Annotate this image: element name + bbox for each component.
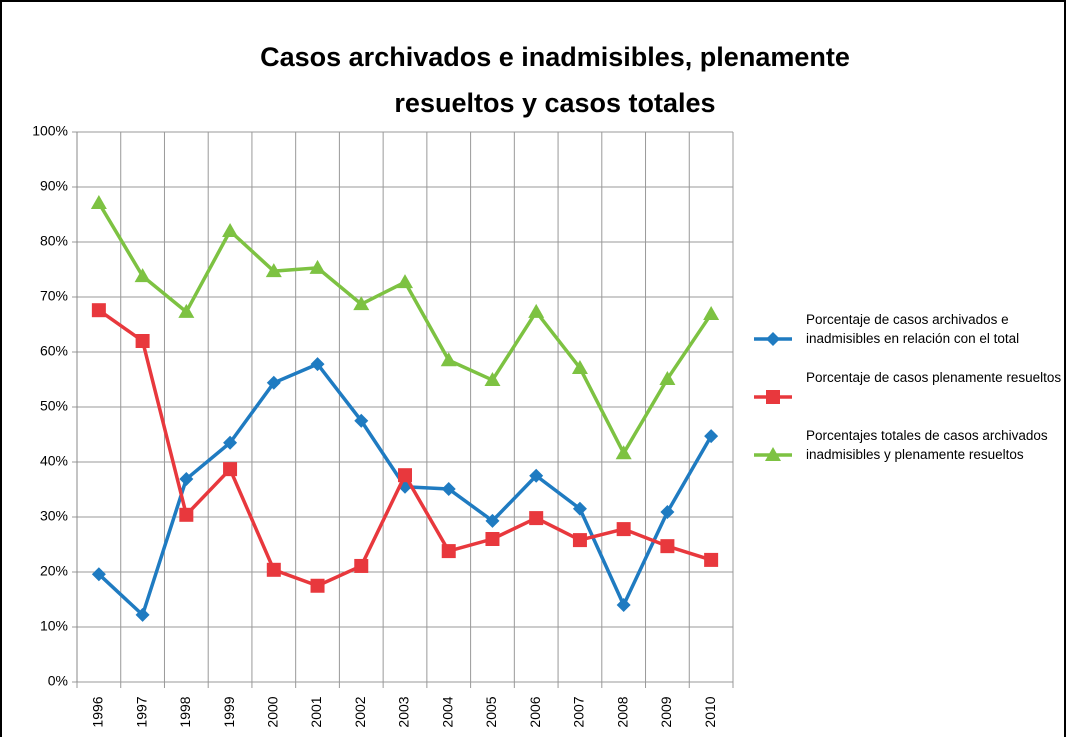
marker bbox=[766, 332, 780, 346]
marker bbox=[266, 562, 281, 577]
marker bbox=[765, 447, 781, 461]
marker bbox=[485, 513, 500, 528]
legend-label: Porcentaje de casos archivados e inadmis… bbox=[806, 312, 1020, 346]
series-line bbox=[97, 202, 713, 455]
marker bbox=[484, 372, 501, 387]
marker bbox=[223, 435, 238, 450]
y-tick-label: 70% bbox=[40, 288, 68, 304]
marker bbox=[704, 429, 719, 444]
marker bbox=[704, 552, 719, 567]
y-tick-label: 90% bbox=[40, 178, 68, 194]
marker bbox=[309, 259, 326, 274]
marker bbox=[398, 468, 412, 483]
marker bbox=[91, 303, 106, 318]
marker bbox=[485, 532, 500, 546]
marker bbox=[265, 263, 282, 278]
y-tick-label: 100% bbox=[32, 123, 68, 139]
marker bbox=[178, 303, 195, 318]
marker bbox=[616, 598, 631, 612]
marker bbox=[310, 578, 325, 593]
marker bbox=[528, 303, 545, 318]
marker bbox=[353, 296, 370, 311]
x-tick-label: 2006 bbox=[527, 696, 543, 727]
marker bbox=[134, 268, 151, 283]
y-tick-label: 0% bbox=[48, 673, 68, 689]
chart-title: Casos archivados e inadmisibles, plename… bbox=[260, 42, 850, 118]
legend-label: Porcentaje de casos plenamente resueltos bbox=[806, 370, 1062, 385]
marker bbox=[179, 507, 194, 522]
marker bbox=[397, 274, 413, 289]
marker bbox=[572, 501, 587, 516]
marker bbox=[441, 544, 456, 559]
y-tick-label: 10% bbox=[40, 618, 68, 634]
x-tick-label: 2001 bbox=[308, 696, 324, 727]
marker bbox=[135, 607, 150, 622]
x-tick-label: 1999 bbox=[221, 696, 237, 727]
legend-label: Porcentajes totales de casos archivados … bbox=[806, 428, 1048, 462]
marker bbox=[659, 370, 676, 385]
x-tick-label: 2003 bbox=[396, 696, 412, 727]
marker bbox=[660, 505, 675, 520]
x-tick-label: 2007 bbox=[571, 696, 587, 727]
marker bbox=[572, 533, 587, 548]
x-tick-label: 2005 bbox=[483, 696, 499, 727]
x-tick-label: 2000 bbox=[265, 696, 281, 727]
y-tick-label: 30% bbox=[40, 508, 68, 524]
marker bbox=[529, 468, 544, 483]
y-tick-label: 60% bbox=[40, 343, 68, 359]
marker bbox=[354, 558, 369, 573]
x-tick-label: 2009 bbox=[658, 696, 674, 727]
marker bbox=[440, 352, 457, 367]
marker bbox=[135, 334, 150, 348]
x-tick-label: 1997 bbox=[133, 696, 149, 727]
x-tick-label: 2008 bbox=[614, 696, 630, 727]
marker bbox=[310, 357, 325, 372]
x-tick-label: 1998 bbox=[177, 696, 193, 727]
marker bbox=[529, 511, 544, 526]
x-tick-label: 1996 bbox=[90, 696, 106, 727]
marker bbox=[766, 390, 780, 404]
marker bbox=[615, 445, 632, 460]
marker bbox=[222, 223, 239, 237]
y-tick-label: 50% bbox=[40, 398, 68, 414]
x-tick-label: 2002 bbox=[352, 696, 368, 727]
marker bbox=[571, 359, 588, 374]
marker bbox=[179, 472, 194, 487]
x-tick-label: 2004 bbox=[439, 696, 455, 727]
marker bbox=[90, 194, 107, 209]
marker bbox=[616, 522, 631, 537]
marker bbox=[660, 539, 675, 554]
y-tick-label: 20% bbox=[40, 563, 68, 579]
y-tick-label: 80% bbox=[40, 233, 68, 249]
marker bbox=[703, 306, 720, 321]
marker bbox=[223, 462, 238, 477]
y-tick-label: 40% bbox=[40, 453, 68, 469]
marker bbox=[91, 567, 106, 582]
marker bbox=[441, 481, 456, 496]
marker bbox=[354, 413, 369, 428]
x-tick-label: 2010 bbox=[702, 696, 718, 727]
marker bbox=[266, 375, 281, 390]
